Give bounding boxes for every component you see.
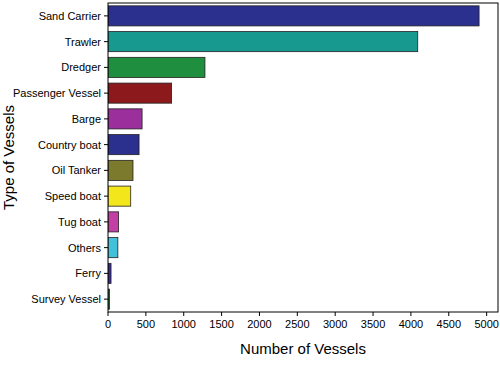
x-tick xyxy=(373,312,374,316)
x-tick xyxy=(335,312,336,316)
plot-frame xyxy=(108,3,498,312)
x-tick-label: 5000 xyxy=(474,318,498,330)
y-tick-label: Oil Tanker xyxy=(52,164,102,176)
bar xyxy=(108,135,139,155)
x-tick-label: 1500 xyxy=(209,318,233,330)
y-tick xyxy=(104,299,108,300)
bar xyxy=(108,212,119,232)
bar xyxy=(108,83,172,103)
bar xyxy=(108,57,205,77)
y-tick-label: Barge xyxy=(72,113,101,125)
y-tick xyxy=(104,144,108,145)
y-tick xyxy=(104,15,108,16)
x-tick-label: 3500 xyxy=(361,318,385,330)
x-tick xyxy=(410,312,411,316)
x-axis-title: Number of Vessels xyxy=(240,340,366,357)
chart-container: Sand Carrier Trawler Dredger Passenger Vess… xyxy=(0,0,500,366)
y-tick-label: Survey Vessel xyxy=(31,293,101,305)
y-tick-label: Others xyxy=(68,242,102,254)
x-tick xyxy=(145,312,146,316)
y-axis-title: Type of Vessels xyxy=(0,105,17,210)
y-tick-label: Dredger xyxy=(61,61,101,73)
x-tick xyxy=(486,312,487,316)
x-tick-label: 4000 xyxy=(399,318,423,330)
x-tick xyxy=(259,312,260,316)
bars xyxy=(108,6,479,309)
x-tick-label: 3000 xyxy=(323,318,347,330)
y-tick xyxy=(104,273,108,274)
x-tick xyxy=(448,312,449,316)
bar xyxy=(108,186,131,206)
y-tick-label: Ferry xyxy=(75,267,101,279)
y-tick-label: Passenger Vessel xyxy=(13,87,101,99)
x-tick-label: 500 xyxy=(137,318,155,330)
bar xyxy=(108,238,118,258)
x-tick-label: 4500 xyxy=(437,318,461,330)
y-tick xyxy=(104,118,108,119)
x-tick xyxy=(108,312,109,316)
y-tick xyxy=(104,170,108,171)
y-tick-label: Trawler xyxy=(65,36,102,48)
y-tick xyxy=(104,247,108,248)
y-tick xyxy=(104,93,108,94)
bar xyxy=(108,32,418,52)
x-tick xyxy=(183,312,184,316)
bar xyxy=(108,160,133,180)
y-tick xyxy=(104,221,108,222)
y-tick-label: Tug boat xyxy=(58,216,101,228)
y-tick-label: Speed boat xyxy=(45,190,101,202)
x-tick-label: 2000 xyxy=(247,318,271,330)
bar xyxy=(108,109,142,129)
y-tick xyxy=(104,196,108,197)
y-tick xyxy=(104,67,108,68)
chart-svg: Sand Carrier Trawler Dredger Passenger Vess… xyxy=(0,0,500,366)
x-tick-label: 1000 xyxy=(171,318,195,330)
bar xyxy=(108,6,479,26)
x-tick-label: 0 xyxy=(105,318,111,330)
y-tick xyxy=(104,41,108,42)
x-tick-label: 2500 xyxy=(285,318,309,330)
y-tick-label: Country boat xyxy=(38,139,101,151)
x-tick xyxy=(297,312,298,316)
y-tick-label: Sand Carrier xyxy=(39,10,102,22)
x-tick xyxy=(221,312,222,316)
